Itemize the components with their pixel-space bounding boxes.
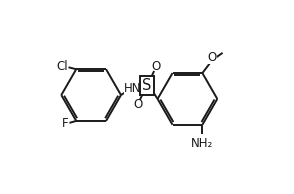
Text: Cl: Cl <box>56 60 68 73</box>
Text: S: S <box>142 78 152 93</box>
Text: NH₂: NH₂ <box>191 137 213 150</box>
Text: F: F <box>62 117 69 130</box>
Text: O: O <box>151 60 160 73</box>
Text: HN: HN <box>124 82 141 95</box>
Text: O: O <box>208 51 217 64</box>
Text: O: O <box>134 98 143 111</box>
